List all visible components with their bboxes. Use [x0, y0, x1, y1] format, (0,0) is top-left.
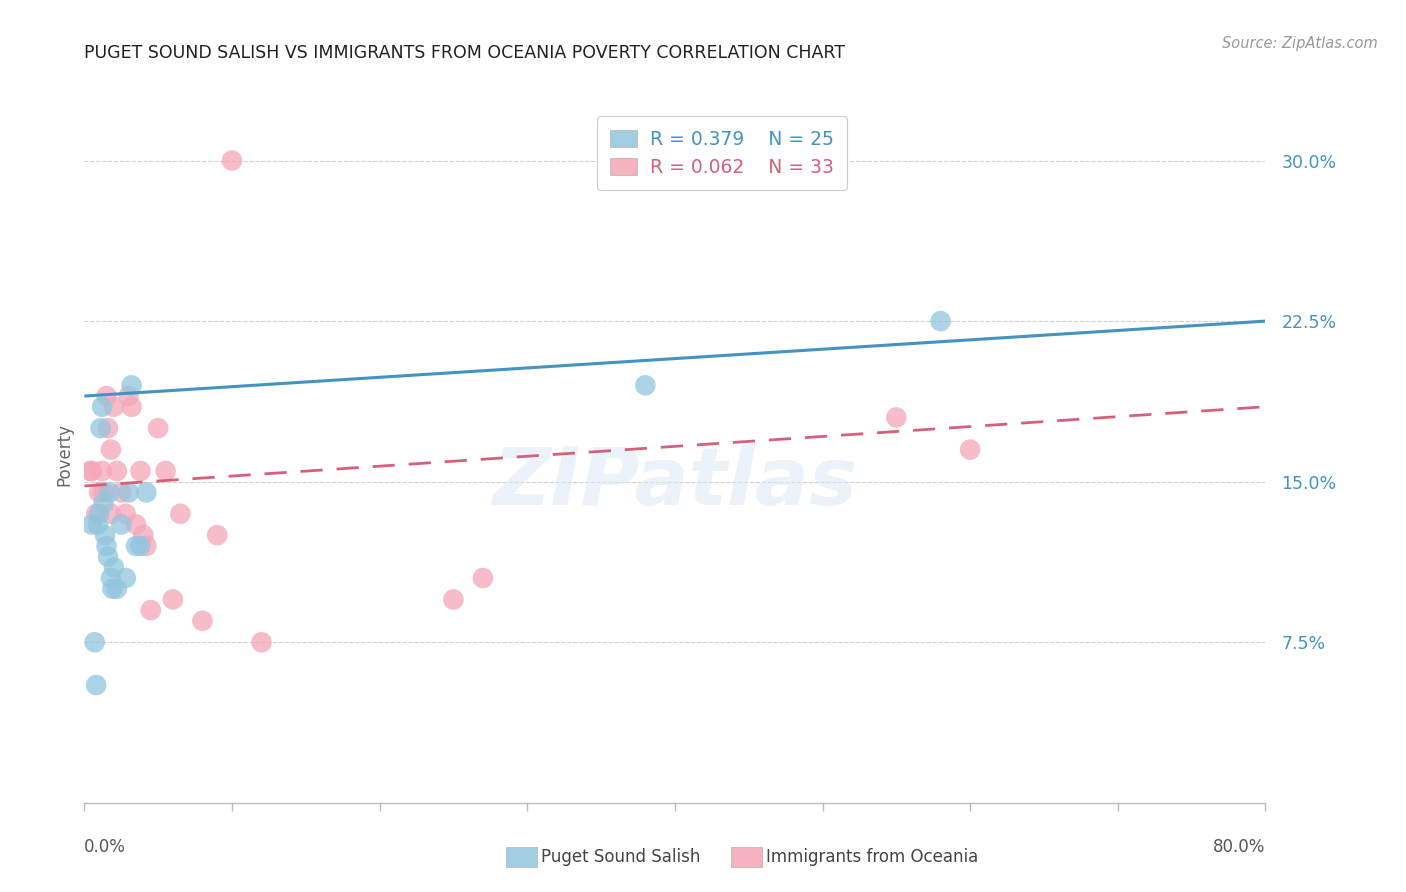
Point: [100, 571, 122, 585]
Point: [125, 539, 148, 553]
Text: Source: ZipAtlas.com: Source: ZipAtlas.com: [1222, 36, 1378, 51]
Point: [118, 485, 141, 500]
Point: [87, 507, 111, 521]
Point: [139, 603, 162, 617]
Point: [79, 464, 101, 478]
Point: [96, 389, 118, 403]
Y-axis label: Poverty: Poverty: [55, 424, 73, 486]
Point: [129, 539, 152, 553]
Point: [441, 592, 464, 607]
Point: [90, 421, 112, 435]
Point: [97, 549, 120, 564]
Point: [929, 314, 952, 328]
Text: 80.0%: 80.0%: [1213, 838, 1265, 855]
Point: [84, 678, 107, 692]
Point: [101, 582, 124, 596]
Point: [191, 614, 214, 628]
Point: [105, 582, 128, 596]
Point: [93, 496, 115, 510]
Point: [84, 507, 107, 521]
Point: [114, 507, 136, 521]
Point: [103, 560, 125, 574]
Point: [103, 400, 125, 414]
Text: Immigrants from Oceania: Immigrants from Oceania: [766, 848, 979, 866]
Point: [80, 517, 103, 532]
Point: [105, 464, 128, 478]
Point: [886, 410, 908, 425]
Legend: R = 0.379    N = 25, R = 0.062    N = 33: R = 0.379 N = 25, R = 0.062 N = 33: [598, 117, 846, 190]
Text: Puget Sound Salish: Puget Sound Salish: [541, 848, 700, 866]
Point: [100, 442, 122, 457]
Point: [472, 571, 495, 585]
Point: [129, 464, 152, 478]
Point: [83, 635, 105, 649]
Point: [162, 592, 184, 607]
Text: ZIPatlas: ZIPatlas: [492, 443, 858, 522]
Point: [121, 400, 143, 414]
Point: [121, 378, 143, 392]
Point: [91, 464, 114, 478]
Point: [205, 528, 228, 542]
Point: [169, 507, 191, 521]
Point: [221, 153, 243, 168]
Point: [135, 539, 157, 553]
Point: [118, 389, 141, 403]
Point: [91, 400, 114, 414]
Point: [125, 517, 148, 532]
Point: [135, 485, 157, 500]
Point: [250, 635, 273, 649]
Point: [80, 464, 103, 478]
Point: [94, 528, 117, 542]
Point: [98, 485, 121, 500]
Point: [634, 378, 657, 392]
Text: 0.0%: 0.0%: [84, 838, 127, 855]
Text: PUGET SOUND SALISH VS IMMIGRANTS FROM OCEANIA POVERTY CORRELATION CHART: PUGET SOUND SALISH VS IMMIGRANTS FROM OC…: [84, 45, 845, 62]
Point: [114, 571, 136, 585]
Point: [110, 517, 132, 532]
Point: [93, 485, 115, 500]
Point: [155, 464, 177, 478]
Point: [132, 528, 155, 542]
Point: [96, 539, 118, 553]
Point: [86, 517, 108, 532]
Point: [97, 421, 120, 435]
Point: [87, 485, 111, 500]
Point: [959, 442, 981, 457]
Point: [100, 507, 122, 521]
Point: [110, 485, 132, 500]
Point: [148, 421, 170, 435]
